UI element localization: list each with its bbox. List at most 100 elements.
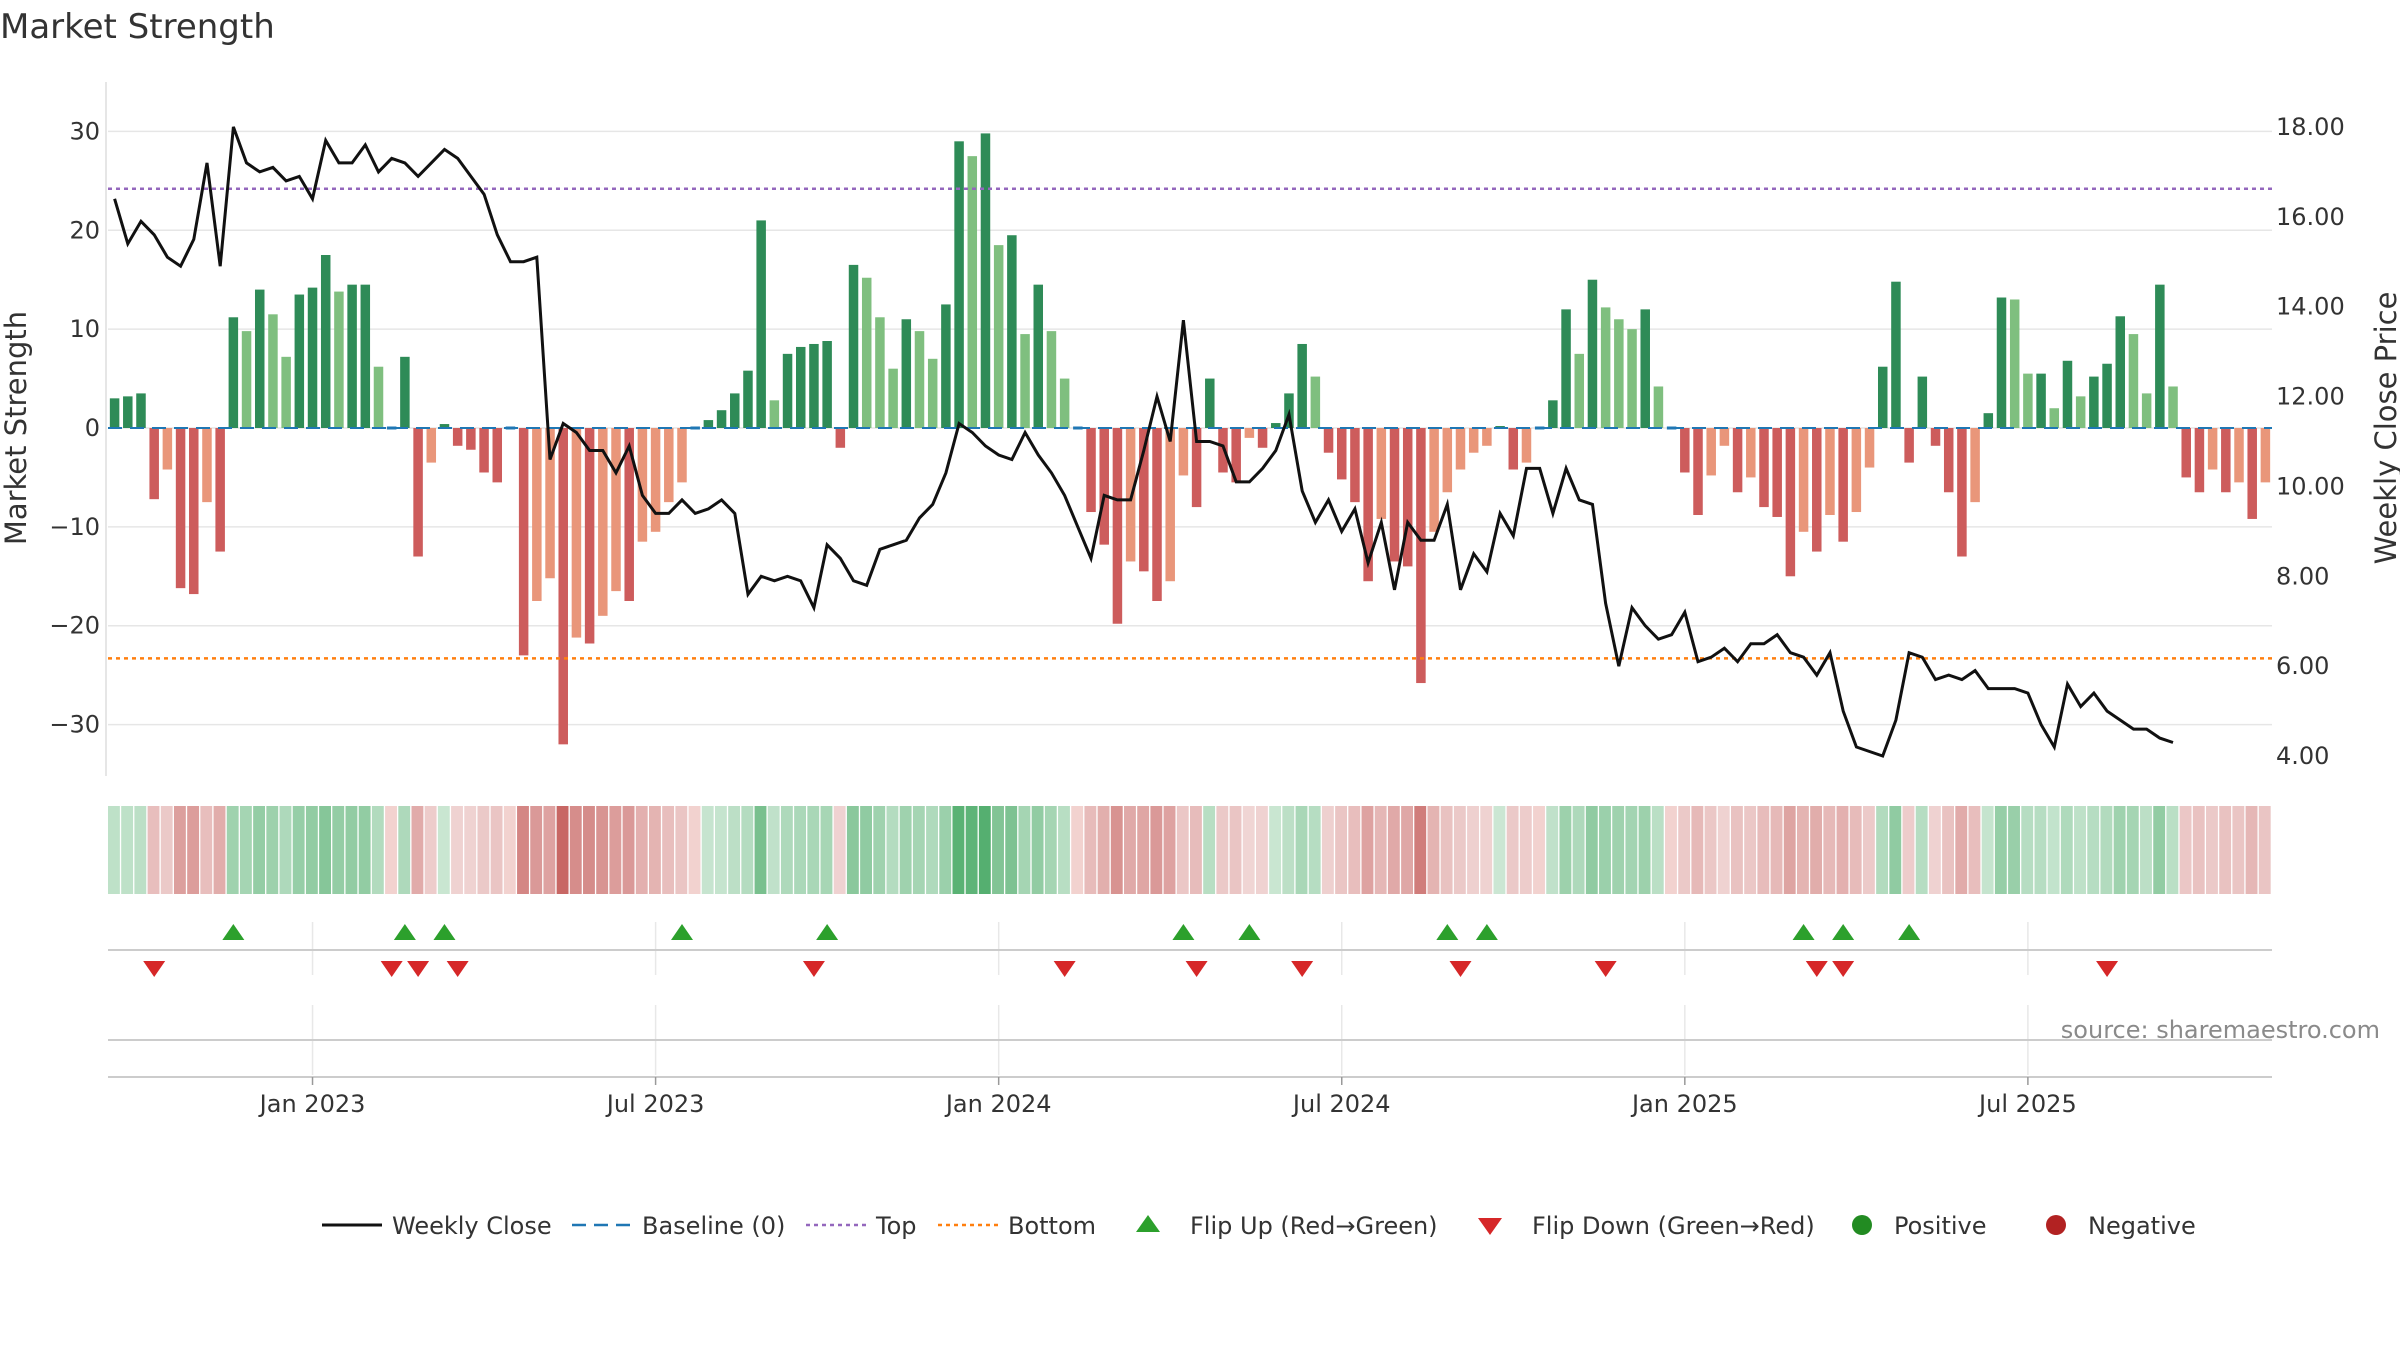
strength-bar — [1271, 423, 1281, 428]
flip-down-marker — [380, 961, 403, 977]
legend-item: Weekly Close — [322, 1212, 552, 1240]
strength-bar — [769, 400, 780, 428]
strength-bar — [967, 156, 978, 428]
flip-down-marker — [1594, 961, 1617, 977]
heat-cell — [1044, 806, 1057, 894]
strength-bar — [611, 428, 621, 592]
heat-cell — [398, 806, 411, 894]
heat-cell — [1783, 806, 1796, 894]
strength-bar — [848, 264, 859, 428]
heat-cell — [1031, 806, 1044, 894]
heat-cell — [965, 806, 978, 894]
heat-cell — [622, 806, 635, 894]
heat-cell — [1321, 806, 1334, 894]
strength-bar — [2247, 428, 2257, 519]
strength-bar — [1574, 353, 1585, 428]
left-tick-label: 0 — [85, 414, 100, 442]
heat-cell — [530, 806, 543, 894]
strength-bar — [2009, 299, 2020, 428]
strength-bar — [1297, 343, 1307, 428]
heat-cell — [1480, 806, 1493, 894]
strength-bar — [664, 428, 674, 503]
left-axis-ticks: 30 20 10 0 −10 −20 −30 — [49, 117, 100, 738]
strength-bar — [1561, 309, 1571, 428]
strength-bar — [1416, 428, 1426, 684]
strength-bar — [413, 428, 423, 557]
heat-cell — [780, 806, 793, 894]
strength-bar — [2260, 428, 2271, 483]
strength-bar — [1191, 428, 1202, 508]
heat-cell — [424, 806, 437, 894]
flip-down-marker — [2096, 961, 2119, 977]
heat-cell — [2113, 806, 2126, 894]
strength-bar — [1600, 307, 1611, 428]
heat-cell — [728, 806, 741, 894]
strength-bar — [439, 424, 450, 428]
heat-cell — [1401, 806, 1413, 894]
right-axis-label: Weekly Close Price — [2369, 292, 2400, 565]
strength-bar — [1402, 428, 1413, 567]
heat-cell — [226, 806, 239, 894]
heat-cell — [1493, 806, 1506, 894]
strength-bar — [334, 291, 344, 428]
legend: Weekly Close Baseline (0) Top Bottom Flip Up… — [322, 1212, 2196, 1240]
heat-cell — [1928, 806, 1941, 894]
heat-cell — [1559, 806, 1572, 894]
heat-cell — [1691, 806, 1704, 894]
flip-up-marker — [816, 924, 839, 940]
strength-bar — [782, 353, 793, 428]
flip-up-marker — [433, 924, 456, 940]
heat-cell — [1335, 806, 1348, 894]
right-tick-label: 8.00 — [2276, 562, 2329, 590]
legend-label: Top — [875, 1212, 917, 1240]
flip-down-marker — [143, 961, 166, 977]
heat-cell — [437, 806, 450, 894]
heat-cell — [609, 806, 622, 894]
x-tick-label: Jan 2023 — [258, 1090, 366, 1118]
x-tick-label: Jul 2024 — [1291, 1090, 1391, 1118]
heat-cell — [1295, 806, 1308, 894]
strength-bar — [1943, 428, 1954, 493]
heat-cell — [1638, 806, 1651, 894]
heat-cell — [794, 806, 807, 894]
strength-bar — [650, 428, 661, 532]
vertical-gridlines — [311, 922, 2029, 1075]
strength-bar — [1983, 413, 1994, 428]
heat-cell — [1770, 806, 1783, 894]
strength-bar — [809, 343, 819, 428]
strength-bar — [1442, 428, 1453, 493]
strength-bar — [980, 133, 991, 429]
strength-bar — [254, 289, 265, 428]
strength-bar — [1244, 428, 1255, 438]
strength-bar — [1864, 428, 1875, 468]
heat-cell — [2034, 806, 2047, 894]
legend-label: Baseline (0) — [642, 1212, 785, 1240]
strength-bar — [2036, 373, 2046, 428]
strength-bar — [189, 428, 199, 595]
heat-cell — [1427, 806, 1440, 894]
heat-cell — [714, 806, 727, 894]
heat-cell — [2206, 806, 2218, 894]
left-tick-label: −20 — [49, 612, 100, 640]
legend-swatch — [2046, 1215, 2066, 1235]
heat-cell — [292, 806, 305, 894]
flip-up-marker — [1792, 924, 1815, 940]
legend-swatch — [1852, 1215, 1872, 1235]
strength-bar — [1627, 329, 1637, 428]
flip-down-marker — [1832, 961, 1855, 977]
heat-cell — [358, 806, 371, 894]
legend-label: Negative — [2088, 1212, 2196, 1240]
heat-cell — [385, 806, 397, 894]
weekly-close-line — [113, 126, 2174, 758]
flip-up-marker — [1172, 924, 1195, 940]
legend-label: Flip Down (Green→Red) — [1532, 1212, 1815, 1240]
strength-bar — [1970, 428, 1980, 503]
heat-cell — [1387, 806, 1400, 894]
strength-bar — [2089, 376, 2099, 428]
strength-bar — [888, 368, 898, 428]
strength-bar — [1746, 428, 1756, 478]
legend-label: Flip Up (Red→Green) — [1190, 1212, 1438, 1240]
legend-item: Baseline (0) — [572, 1212, 785, 1240]
heat-cell — [754, 806, 767, 894]
left-axis-label: Market Strength — [0, 311, 33, 545]
